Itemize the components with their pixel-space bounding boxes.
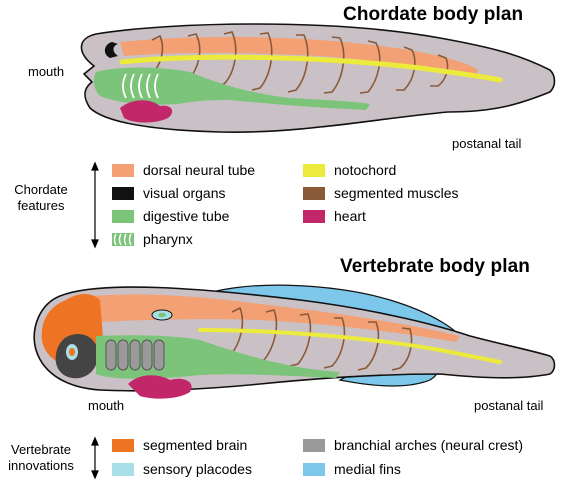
chordate-notochord (119, 54, 503, 83)
swatch-digestive (112, 209, 134, 223)
legend-item-visual-organs: visual organs (112, 185, 226, 201)
legend-item-pharynx: pharynx (112, 231, 193, 247)
swatch-placode (112, 462, 134, 476)
legend-item-dorsal-neural-tube: dorsal neural tube (112, 162, 255, 178)
chordate-neural-tube (120, 36, 478, 76)
vertebrate-title: Vertebrate body plan (340, 256, 530, 277)
swatch-visual (112, 186, 134, 200)
vertebrate-tail-label: postanal tail (474, 398, 544, 413)
chordate-bracket (91, 161, 99, 249)
vertebrate-muscles (221, 306, 413, 371)
vertebrate-diagram (33, 284, 556, 399)
legend-item-heart: heart (303, 208, 366, 224)
swatch-brain (112, 438, 134, 452)
vertebrate-bracket (91, 436, 99, 480)
legend-item-notochord: notochord (303, 162, 396, 178)
legend-item-medial-fins: medial fins (303, 461, 401, 477)
swatch-pharynx (112, 232, 134, 246)
swatch-muscle (303, 186, 325, 200)
vertebrate-eye-center (69, 348, 75, 356)
swatch-neural-tube (112, 163, 134, 177)
chordate-tail-label: postanal tail (452, 136, 522, 151)
swatch-arch (303, 438, 325, 452)
chordate-pharynx (122, 73, 159, 99)
swatch-heart (303, 209, 325, 223)
legend-item-segmented-muscles: segmented muscles (303, 185, 459, 201)
vertebrate-side-label: Vertebrate innovations (8, 442, 74, 473)
legend-item-segmented-brain: segmented brain (112, 437, 247, 453)
chordate-side-label: Chordate features (14, 182, 68, 213)
swatch-fins (303, 462, 325, 476)
vertebrate-notochord (198, 328, 502, 364)
chordate-diagram (80, 23, 556, 133)
legend-item-sensory-placodes: sensory placodes (112, 461, 252, 477)
chordate-heart (120, 100, 173, 123)
chordate-mouth-label: mouth (28, 64, 65, 79)
chordate-title: Chordate body plan (343, 4, 524, 25)
chordate-digestive-tube (93, 67, 371, 110)
chordate-visual-organ (104, 42, 118, 58)
vertebrate-otic-center (158, 312, 166, 318)
legend-item-branchial-arches: branchial arches (neural crest) (303, 437, 523, 453)
vertebrate-mouth-label: mouth (88, 398, 125, 413)
swatch-notochord (303, 163, 325, 177)
vertebrate-branchial-arches (105, 339, 165, 371)
legend-item-digestive-tube: digestive tube (112, 208, 229, 224)
vertebrate-heart (128, 375, 192, 399)
chordate-muscles (144, 31, 449, 94)
